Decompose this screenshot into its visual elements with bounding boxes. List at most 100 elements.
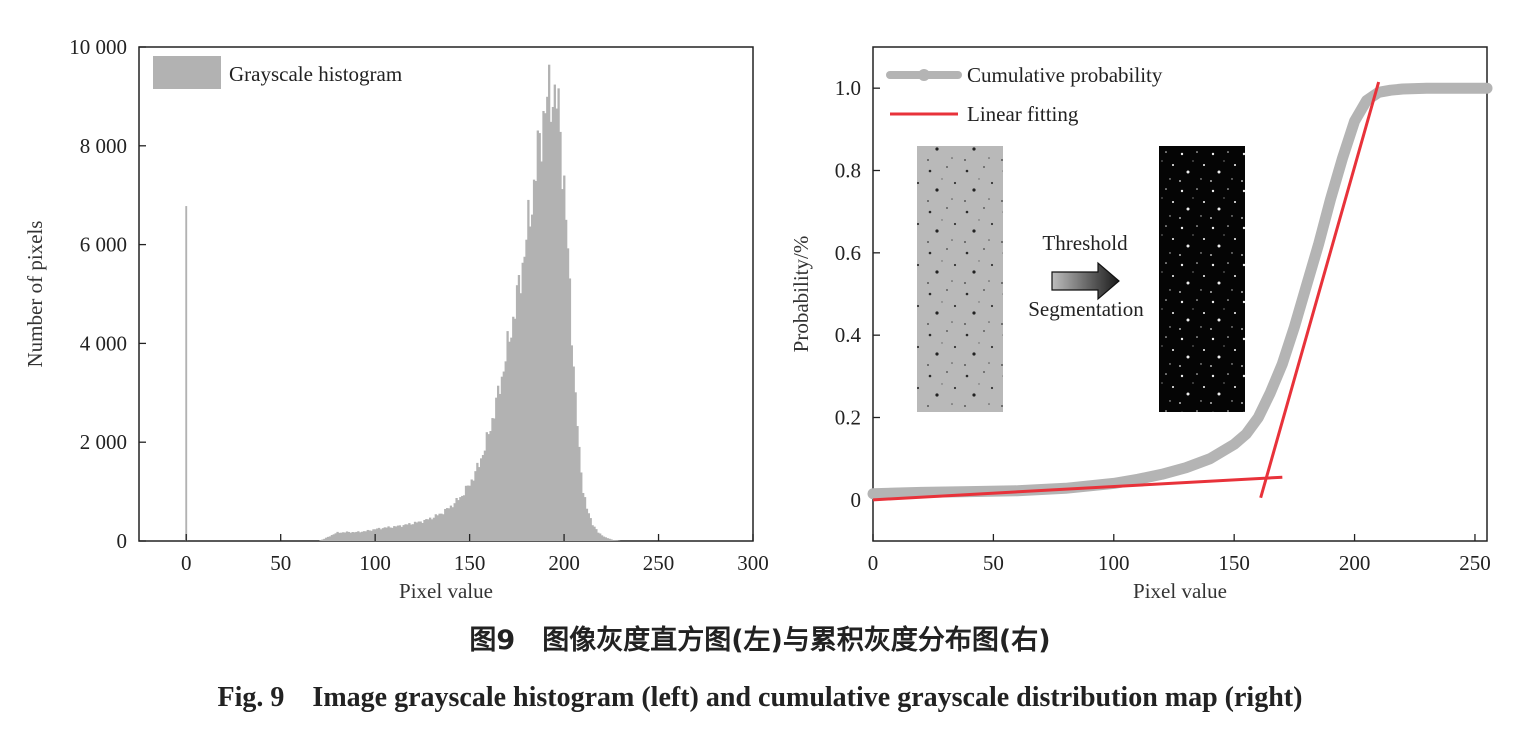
histogram-bar bbox=[325, 537, 328, 541]
histogram-chart: 0 50 100 150 200 250 300 0 2 000 4 000 6 000 8 000… bbox=[23, 35, 769, 603]
cumulative-x-tick-label: 100 bbox=[1098, 551, 1130, 575]
cumulative-y-tick-label: 0.4 bbox=[835, 323, 862, 347]
histogram-bar bbox=[417, 521, 420, 541]
histogram-bar bbox=[326, 536, 330, 541]
histogram-bars bbox=[185, 64, 621, 542]
histogram-bar bbox=[495, 397, 498, 541]
histogram-bar bbox=[551, 106, 555, 542]
histogram-bar bbox=[428, 517, 432, 541]
histogram-bar bbox=[372, 529, 375, 541]
histogram-bar bbox=[529, 226, 532, 542]
histogram-bar bbox=[402, 525, 405, 541]
histogram-bar bbox=[376, 528, 379, 541]
threshold-label: Threshold bbox=[1042, 231, 1128, 255]
histogram-bar bbox=[515, 285, 519, 541]
histogram-bar bbox=[555, 108, 558, 541]
cumulative-x-tick-label: 50 bbox=[983, 551, 1004, 575]
histogram-bar bbox=[548, 64, 551, 541]
histogram-bar bbox=[608, 538, 611, 541]
histogram-bar bbox=[185, 206, 188, 541]
histogram-bar bbox=[540, 161, 543, 541]
histogram-bar bbox=[606, 538, 609, 541]
histogram-y-tick-label: 10 000 bbox=[69, 35, 127, 59]
histogram-bar bbox=[599, 533, 602, 541]
histogram-bar bbox=[459, 497, 462, 541]
histogram-x-tick-label: 250 bbox=[643, 551, 675, 575]
histogram-bar bbox=[500, 376, 504, 541]
histogram-bar bbox=[457, 500, 460, 541]
histogram-bar bbox=[370, 530, 373, 541]
cumulative-legend-label: Cumulative probability bbox=[967, 63, 1163, 87]
histogram-bar bbox=[587, 513, 590, 541]
segmentation-arrow-icon bbox=[1051, 261, 1120, 301]
cumulative-x-tick-label: 250 bbox=[1459, 551, 1491, 575]
histogram-bar bbox=[549, 121, 553, 541]
histogram-x-tick-label: 100 bbox=[359, 551, 391, 575]
histogram-x-axis-label: Pixel value bbox=[399, 579, 493, 603]
histogram-y-ticks: 0 2 000 4 000 6 000 8 000 10 000 bbox=[69, 35, 146, 553]
histogram-bar bbox=[597, 532, 600, 541]
histogram-bar bbox=[478, 467, 481, 541]
histogram-bar bbox=[480, 458, 483, 541]
linear-legend-label: Linear fitting bbox=[967, 102, 1079, 126]
segmentation-label: Segmentation bbox=[1028, 297, 1144, 321]
histogram-bar bbox=[396, 525, 400, 541]
cumulative-y-tick-label: 0.6 bbox=[835, 241, 861, 265]
histogram-bar bbox=[438, 513, 441, 541]
histogram-bar bbox=[464, 485, 468, 541]
histogram-bar bbox=[585, 508, 589, 541]
histogram-bar bbox=[536, 130, 539, 542]
histogram-y-axis-label: Number of pixels bbox=[23, 221, 47, 368]
histogram-bar bbox=[436, 515, 439, 541]
cumulative-lines bbox=[867, 81, 1493, 502]
histogram-bar bbox=[544, 113, 547, 541]
histogram-bar bbox=[389, 527, 392, 541]
histogram-bar bbox=[610, 539, 613, 541]
histogram-bar bbox=[512, 316, 515, 541]
histogram-bar bbox=[461, 495, 464, 541]
histogram-bar bbox=[559, 131, 562, 541]
histogram-bar bbox=[565, 219, 568, 541]
histogram-bar bbox=[497, 385, 500, 541]
histogram-y-tick-label: 0 bbox=[117, 529, 128, 553]
histogram-y-tick-label: 2 000 bbox=[80, 430, 127, 454]
cumulative-y-ticks: 0 0.2 0.4 0.6 0.8 1.0 bbox=[835, 76, 880, 512]
histogram-bar bbox=[504, 361, 507, 541]
histogram-bar bbox=[368, 530, 371, 541]
histogram-bar bbox=[332, 534, 335, 541]
histogram-bar bbox=[525, 239, 528, 541]
histogram-bar bbox=[474, 471, 477, 541]
histogram-bar bbox=[589, 518, 592, 541]
histogram-x-ticks: 0 50 100 150 200 250 300 bbox=[181, 534, 769, 575]
histogram-bar bbox=[355, 531, 358, 541]
histogram-bar bbox=[377, 527, 381, 541]
histogram-bar bbox=[521, 262, 524, 541]
histogram-bar bbox=[485, 432, 488, 541]
cumulative-legend-marker bbox=[918, 69, 930, 81]
histogram-bar bbox=[470, 479, 473, 541]
histogram-bar bbox=[353, 532, 356, 541]
histogram-bar bbox=[387, 526, 390, 541]
histogram-bar bbox=[404, 524, 407, 541]
histogram-bar bbox=[347, 531, 351, 541]
histogram-plot-frame bbox=[138, 46, 754, 542]
cumulative-y-tick-label: 0.2 bbox=[835, 406, 861, 430]
histogram-bar bbox=[398, 525, 402, 541]
histogram-bar bbox=[447, 508, 451, 541]
histogram-bar bbox=[421, 522, 424, 541]
histogram-bar bbox=[563, 175, 566, 541]
histogram-bar bbox=[330, 535, 334, 541]
histogram-x-tick-label: 50 bbox=[270, 551, 291, 575]
histogram-bar bbox=[498, 393, 502, 541]
histogram-bar bbox=[463, 495, 466, 541]
histogram-bar bbox=[542, 111, 545, 541]
histogram-bar bbox=[466, 485, 470, 541]
histogram-bar bbox=[519, 293, 522, 541]
histogram-bar bbox=[582, 492, 585, 541]
histogram-bar bbox=[406, 524, 409, 541]
histogram-bar bbox=[612, 540, 615, 541]
histogram-bar bbox=[453, 503, 456, 541]
histogram-bar bbox=[415, 522, 419, 541]
histogram-bar bbox=[489, 431, 492, 541]
histogram-bar bbox=[434, 514, 437, 541]
